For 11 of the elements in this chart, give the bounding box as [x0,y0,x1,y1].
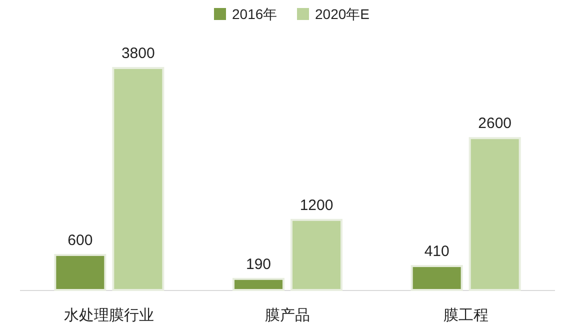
data-label: 190 [246,256,272,273]
data-label: 410 [424,243,450,260]
data-label: 2600 [478,115,512,132]
x-tick-label: 膜产品 [265,307,310,324]
data-label: 600 [68,232,93,249]
legend-label: 2020年E [315,6,370,22]
legend-label: 2016年 [232,6,278,22]
x-tick-label: 膜工程 [443,307,488,324]
x-tick-label: 水处理膜行业 [64,307,154,324]
data-label: 3800 [121,45,155,62]
data-label: 1200 [300,196,334,214]
